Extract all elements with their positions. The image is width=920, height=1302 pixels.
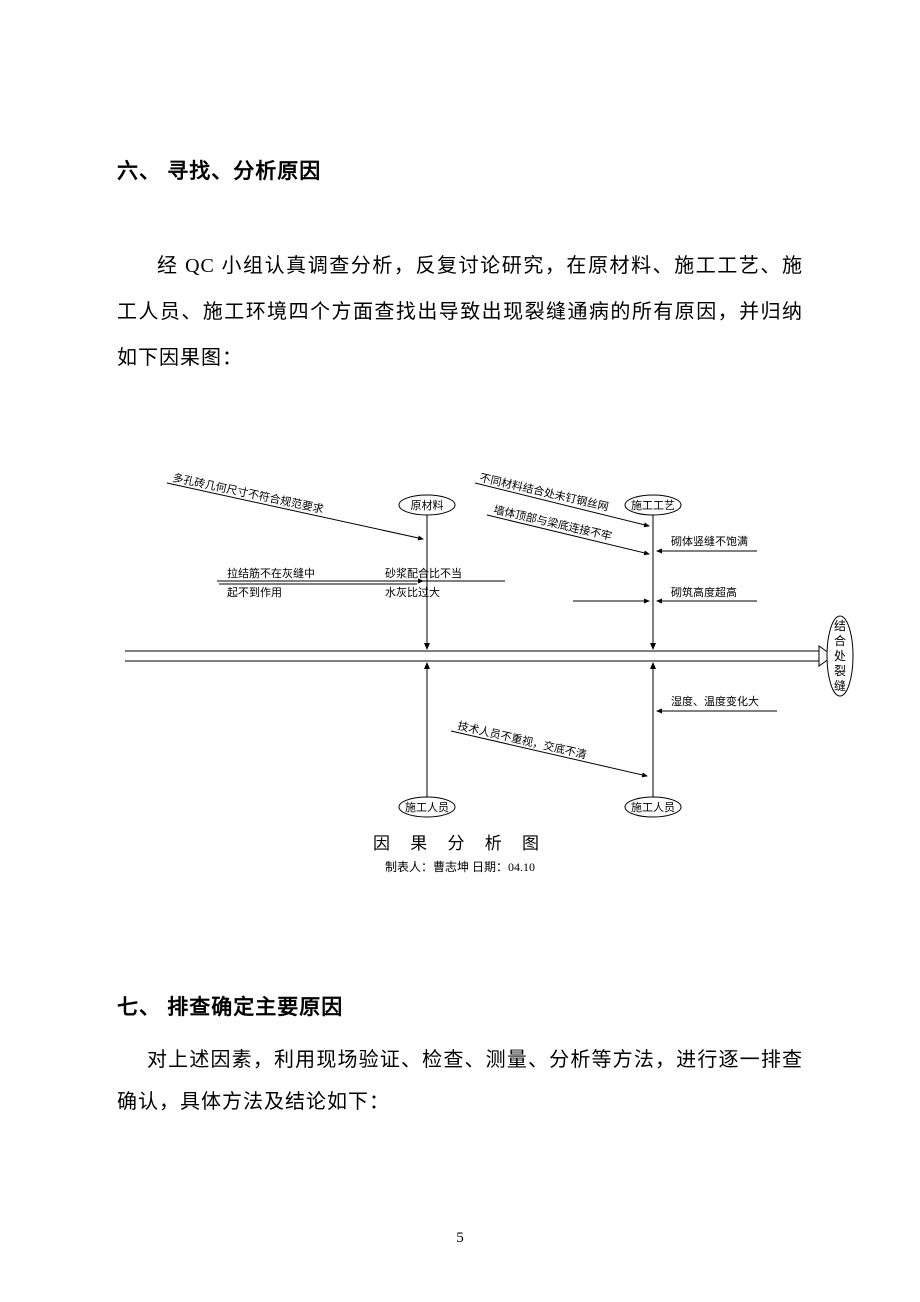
section-7-heading: 七、 排查确定主要原因	[117, 991, 803, 1021]
effect-char-0: 结	[834, 619, 846, 633]
cause-c2: 拉结筋不在灰缝中	[227, 566, 315, 580]
cause-c1: 多孔砖几何尺寸不符合规范要求	[171, 471, 325, 516]
cause-c2b: 起不到作用	[227, 586, 282, 599]
effect-char-4: 缝	[834, 678, 846, 693]
effect-char-1: 合	[834, 633, 846, 648]
cause-c3: 砂浆配合比不当	[385, 566, 462, 580]
diagram-title: 因 果 分 析 图	[117, 829, 803, 854]
effect-char-3: 裂	[834, 664, 846, 678]
page-number: 5	[0, 1230, 920, 1247]
branch-bot1-label: 施工人员	[405, 801, 449, 814]
cause-c8: 技术人员不重视，交底不清	[456, 718, 588, 761]
cause-c7: 砌筑高度超高	[671, 585, 737, 599]
branch-bot2-label: 施工人员	[631, 801, 675, 814]
branch-top2-label: 施工工艺	[631, 499, 675, 512]
fishbone-svg: 结 合 处 裂 缝 原材料 施工工艺 施工人员 施工人员 多孔砖几何尺寸	[117, 471, 857, 831]
cause-c3b: 水灰比过大	[385, 585, 440, 599]
fishbone-diagram: 结 合 处 裂 缝 原材料 施工工艺 施工人员 施工人员 多孔砖几何尺寸	[117, 471, 803, 881]
cause-c6: 砌体竖缝不饱满	[671, 534, 748, 548]
effect-char-2: 处	[834, 649, 846, 663]
cause-c9: 湿度、温度变化大	[671, 694, 759, 708]
branch-top1-label: 原材料	[411, 498, 444, 512]
section-6-body: 经 QC 小组认真调查分析，反复讨论研究，在原材料、施工工艺、施工人员、施工环境…	[117, 243, 803, 381]
diagram-credit: 制表人：曹志坤 日期：04.10	[117, 858, 803, 875]
section-7-body: 对上述因素，利用现场验证、检查、测量、分析等方法，进行逐一排查确认，具体方法及结…	[117, 1039, 803, 1123]
section-6-heading: 六、 寻找、分析原因	[117, 155, 803, 185]
